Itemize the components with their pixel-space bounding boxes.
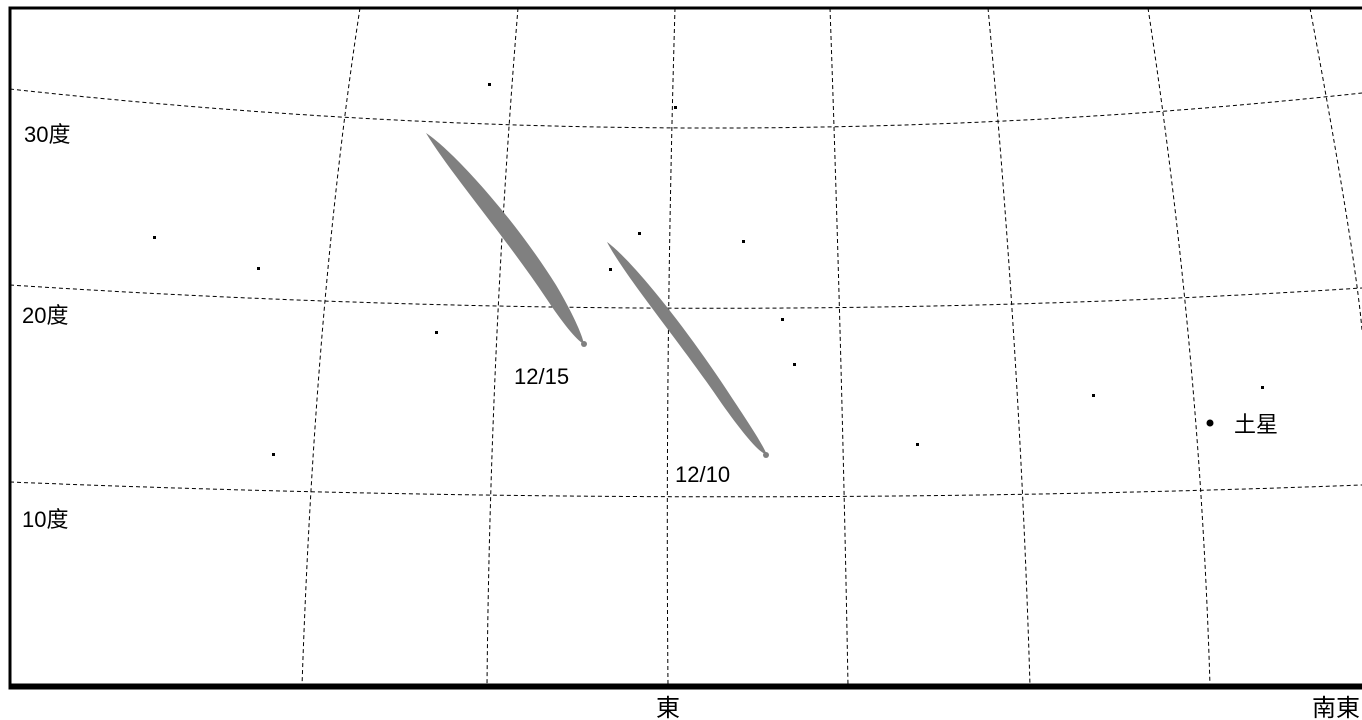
- azimuth-grid: [301, 7, 1362, 687]
- star: [609, 268, 612, 271]
- saturn-marker: [1206, 419, 1214, 427]
- azimuth-line: [1309, 7, 1362, 331]
- star: [1092, 394, 1095, 397]
- altitude-label-30: 30度: [24, 122, 70, 147]
- azimuth-line: [987, 7, 1031, 687]
- star: [153, 236, 156, 239]
- comet-head: [581, 341, 587, 347]
- planet-saturn: 土星: [1206, 412, 1278, 437]
- altitude-grid: [9, 88, 1362, 498]
- star: [916, 443, 919, 446]
- direction-label-east: 東: [656, 695, 680, 720]
- azimuth-line: [1147, 7, 1211, 687]
- star: [435, 331, 438, 334]
- altitude-label-20: 20度: [22, 303, 68, 328]
- star: [793, 363, 796, 366]
- comet-date-label: 12/15: [514, 364, 569, 389]
- comet-12-10: 12/10: [607, 242, 769, 487]
- altitude-line-10: [9, 481, 1362, 498]
- altitude-line-30: [9, 88, 1362, 129]
- comet-tail: [607, 242, 767, 455]
- altitude-label-10: 10度: [22, 507, 68, 532]
- azimuth-line: [486, 7, 519, 687]
- saturn-label: 土星: [1234, 412, 1278, 437]
- star: [488, 83, 491, 86]
- azimuth-line: [666, 7, 676, 687]
- comet-12-15: 12/15: [426, 133, 587, 389]
- star: [674, 106, 677, 109]
- star: [1261, 386, 1264, 389]
- star: [638, 232, 641, 235]
- azimuth-line: [301, 7, 361, 687]
- star: [272, 453, 275, 456]
- azimuth-line: [829, 7, 849, 687]
- stars: [153, 83, 1264, 456]
- comet-head: [763, 452, 769, 458]
- comet-tail: [426, 133, 584, 344]
- direction-label-southeast: 南東: [1312, 695, 1360, 720]
- star: [742, 240, 745, 243]
- comet-date-label: 12/10: [675, 462, 730, 487]
- altitude-line-20: [9, 284, 1362, 309]
- star: [781, 318, 784, 321]
- star: [257, 267, 260, 270]
